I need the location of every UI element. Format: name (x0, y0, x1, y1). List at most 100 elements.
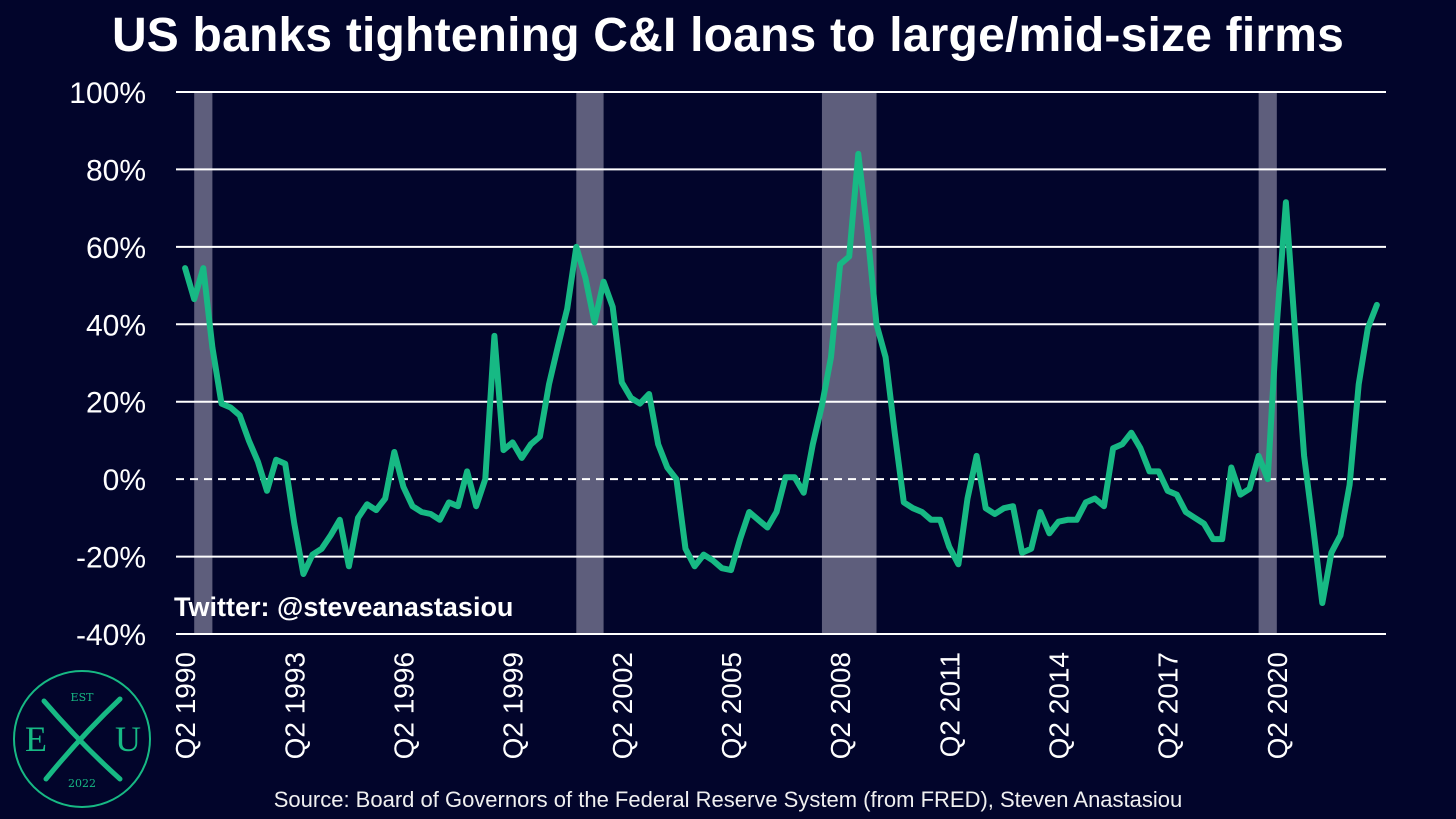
data-point-112 (1201, 521, 1207, 527)
data-point-63 (755, 517, 761, 523)
logo-letter-u: U (115, 719, 141, 759)
data-point-54 (673, 476, 679, 482)
data-point-70 (819, 403, 825, 409)
data-point-129 (1356, 381, 1362, 387)
data-point-13 (300, 571, 306, 577)
data-point-108 (1165, 488, 1171, 494)
data-point-85 (955, 561, 961, 567)
data-point-10 (273, 457, 279, 463)
data-point-9 (264, 488, 270, 494)
x-axis-ticks: Q2 1990 Q2 1993 Q2 1996 Q2 1999 Q2 2002 Q2 20… (170, 652, 1293, 759)
data-point-62 (746, 509, 752, 515)
data-point-14 (309, 552, 315, 558)
data-point-5 (228, 405, 234, 411)
data-point-104 (1128, 430, 1134, 436)
data-point-95 (1046, 530, 1052, 536)
grid-lines (176, 91, 1386, 635)
data-point-65 (773, 509, 779, 515)
x-tick-label-9: Q2 2017 (1153, 652, 1184, 759)
data-point-105 (1137, 445, 1143, 451)
data-point-41 (555, 343, 561, 349)
data-point-116 (1237, 492, 1243, 498)
data-point-107 (1156, 468, 1162, 474)
data-point-100 (1092, 496, 1098, 501)
data-point-110 (1183, 509, 1189, 515)
data-point-79 (901, 499, 907, 505)
data-point-52 (655, 441, 661, 447)
data-point-3 (209, 345, 215, 351)
data-point-28 (437, 517, 443, 523)
data-point-23 (391, 449, 397, 455)
data-point-1 (191, 296, 197, 302)
data-point-47 (610, 304, 616, 310)
x-tick-label-3: Q2 1999 (498, 652, 529, 759)
data-point-34 (491, 333, 497, 339)
logo-year: 2022 (68, 777, 96, 790)
data-point-46 (601, 279, 607, 285)
data-point-90 (1001, 505, 1007, 511)
data-point-102 (1110, 445, 1116, 451)
data-point-6 (237, 412, 243, 418)
data-point-27 (428, 511, 434, 517)
logo-ring (13, 670, 151, 808)
data-point-124 (1310, 525, 1316, 531)
data-point-60 (728, 567, 734, 573)
data-point-120 (1274, 321, 1280, 327)
data-point-88 (983, 505, 989, 511)
data-point-126 (1328, 550, 1334, 556)
data-point-72 (837, 261, 843, 267)
data-point-42 (564, 306, 570, 312)
y-tick-label-0: 100% (69, 77, 146, 110)
data-point-76 (874, 321, 880, 327)
data-point-118 (1256, 453, 1262, 459)
x-tick-label-8: Q2 2014 (1043, 652, 1074, 759)
x-tick-label-10: Q2 2020 (1262, 652, 1293, 759)
y-tick-label-7: -40% (76, 619, 146, 652)
data-point-86 (965, 496, 971, 501)
data-point-31 (464, 468, 470, 474)
data-point-131 (1374, 302, 1380, 308)
data-point-117 (1247, 486, 1253, 492)
data-point-87 (974, 453, 980, 459)
data-point-49 (628, 395, 634, 401)
x-tick-label-5: Q2 2005 (716, 652, 747, 759)
data-point-30 (455, 503, 461, 509)
data-point-37 (519, 455, 525, 461)
y-axis-ticks: 100% 80% 60% 40% 20% 0% -20% -40% (69, 77, 146, 652)
data-point-92 (1019, 550, 1025, 556)
data-point-122 (1292, 327, 1298, 333)
data-point-96 (1055, 519, 1061, 525)
data-point-45 (591, 319, 597, 325)
data-point-48 (619, 379, 625, 385)
data-point-29 (446, 499, 452, 505)
twitter-handle: Twitter: @steveanastasiou (174, 592, 514, 622)
data-point-74 (855, 151, 861, 157)
data-point-101 (1101, 503, 1107, 509)
data-point-50 (637, 401, 643, 407)
y-tick-label-4: 20% (86, 387, 146, 420)
data-point-33 (482, 476, 488, 482)
data-point-0 (182, 265, 188, 271)
logo-letter-e: E (25, 719, 47, 759)
series-layer (182, 150, 1380, 606)
data-point-119 (1265, 476, 1271, 482)
y-tick-label-5: 0% (103, 464, 146, 497)
data-point-109 (1174, 492, 1180, 498)
data-point-4 (218, 401, 224, 407)
data-point-67 (792, 474, 798, 480)
data-point-84 (946, 544, 952, 550)
data-point-59 (719, 565, 725, 571)
data-point-22 (382, 496, 388, 501)
data-point-51 (646, 391, 652, 397)
data-point-35 (501, 447, 507, 453)
data-point-77 (883, 354, 889, 360)
data-point-58 (710, 557, 716, 563)
x-tick-label-6: Q2 2008 (825, 652, 856, 759)
x-tick-label-7: Q2 2011 (934, 652, 965, 757)
data-point-55 (682, 546, 688, 552)
data-point-38 (528, 441, 534, 447)
x-tick-label-4: Q2 2002 (607, 652, 638, 759)
series-line-0 (182, 150, 1380, 606)
data-point-18 (346, 563, 352, 569)
data-point-123 (1301, 453, 1307, 459)
